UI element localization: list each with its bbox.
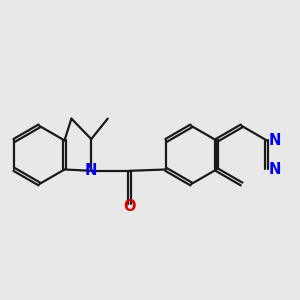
Text: N: N (268, 162, 281, 177)
Text: O: O (123, 199, 136, 214)
Text: N: N (268, 133, 281, 148)
Text: N: N (85, 163, 98, 178)
